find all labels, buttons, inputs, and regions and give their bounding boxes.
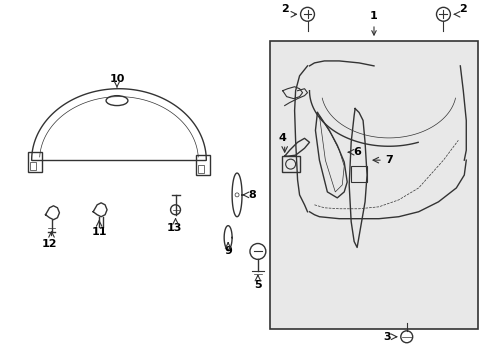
Text: 2: 2: [459, 4, 466, 14]
Text: 3: 3: [382, 332, 390, 342]
Text: 5: 5: [254, 280, 261, 290]
Bar: [30, 162, 36, 170]
Bar: [350, 166, 366, 182]
Text: 13: 13: [166, 222, 182, 233]
Text: 7: 7: [384, 155, 392, 165]
Text: 2: 2: [280, 4, 288, 14]
Text: 6: 6: [352, 147, 360, 157]
Text: 8: 8: [247, 190, 255, 200]
Bar: [269, 41, 477, 329]
Text: 11: 11: [91, 226, 107, 237]
Bar: [281, 156, 299, 172]
Text: 12: 12: [41, 239, 57, 249]
Text: 9: 9: [224, 247, 232, 256]
Bar: [28, 152, 41, 172]
Text: 1: 1: [369, 11, 377, 35]
Text: 4: 4: [278, 133, 286, 143]
Text: 10: 10: [109, 74, 124, 84]
Bar: [196, 155, 210, 175]
Bar: [198, 165, 204, 173]
